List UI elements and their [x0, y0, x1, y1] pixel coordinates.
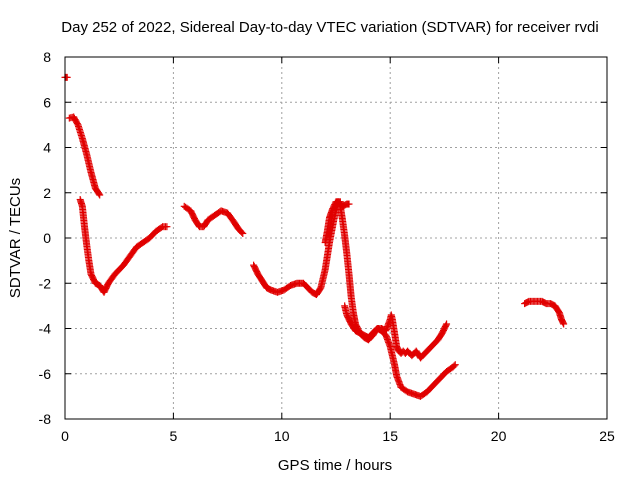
data-point [345, 200, 353, 208]
y-tick-label: 8 [43, 49, 51, 65]
grid [65, 57, 607, 419]
y-tick-label: -6 [39, 366, 52, 382]
plot-frame [64, 56, 608, 420]
data-point [95, 190, 103, 198]
data-point [239, 229, 247, 237]
y-tick-label: -2 [39, 275, 52, 291]
data-point [443, 320, 451, 328]
x-tick-label: 5 [170, 428, 178, 444]
x-tick-label: 10 [274, 428, 290, 444]
data-point [163, 223, 171, 231]
y-tick-label: 4 [43, 140, 51, 156]
x-tick-label: 20 [491, 428, 507, 444]
x-tick-label: 15 [382, 428, 398, 444]
data-point [442, 321, 450, 329]
y-tick-label: -4 [39, 321, 52, 337]
x-tick-labels: 0 5 10 15 20 25 [61, 428, 615, 444]
data-point [96, 191, 104, 199]
x-axis-label: GPS time / hours [278, 457, 392, 474]
data-point [451, 361, 459, 369]
data-points [61, 73, 568, 400]
x-tick-label: 0 [61, 428, 69, 444]
x-tick-label: 25 [599, 428, 615, 444]
data-point [560, 320, 568, 328]
data-point [450, 362, 458, 370]
y-axis-label: SDTVAR / TECUs [7, 178, 24, 298]
y-tick-label: 6 [43, 94, 51, 110]
y-tick-label: 2 [43, 185, 51, 201]
y-tick-labels: -8 -6 -4 -2 0 2 4 6 8 [39, 49, 52, 427]
data-point [238, 228, 246, 236]
y-tick-label: 0 [43, 230, 51, 246]
y-tick-label: -8 [39, 411, 52, 427]
chart-title: Day 252 of 2022, Sidereal Day-to-day VTE… [61, 19, 598, 36]
